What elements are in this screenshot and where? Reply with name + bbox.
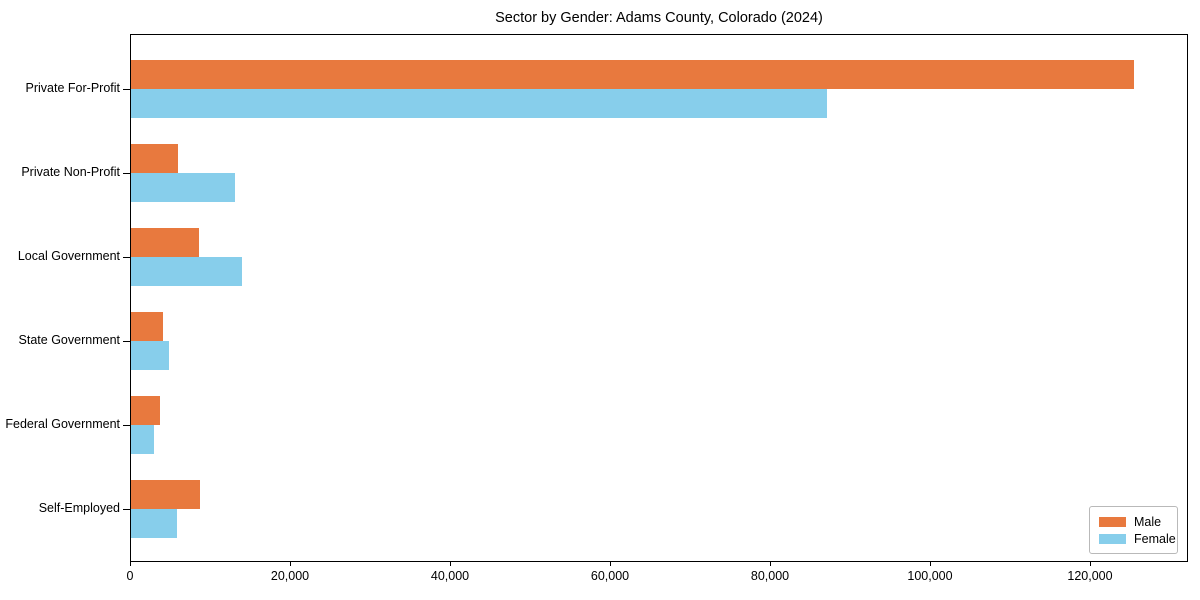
bar-male-6 <box>131 480 200 509</box>
x-tick-label: 0 <box>126 569 134 583</box>
legend-swatch-male <box>1099 516 1126 527</box>
y-tick-label: Federal Government <box>5 417 120 431</box>
y-tick-mark <box>123 173 130 174</box>
x-tick-label: 120,000 <box>1067 569 1113 583</box>
x-tick-label: 60,000 <box>590 569 630 583</box>
bar-female-6 <box>131 509 178 538</box>
bar-male-4 <box>131 312 163 341</box>
legend-swatch-female <box>1099 533 1126 544</box>
y-tick-mark <box>123 509 130 510</box>
x-tick-mark <box>450 561 451 566</box>
bar-male-1 <box>131 60 1134 89</box>
x-tick-mark <box>290 561 291 566</box>
legend-label: Female <box>1134 531 1176 546</box>
legend-item-male: Male <box>1099 513 1168 530</box>
x-tick-label: 100,000 <box>907 569 953 583</box>
plot-area <box>123 34 1188 562</box>
chart-title: Sector by Gender: Adams County, Colorado… <box>495 10 823 26</box>
bar-male-5 <box>131 396 160 425</box>
legend-label: Male <box>1134 514 1162 529</box>
y-tick-label: Local Government <box>17 249 120 263</box>
x-tick-mark <box>130 561 131 566</box>
y-tick-label: State Government <box>18 333 120 347</box>
bar-female-1 <box>131 89 828 118</box>
y-tick-label: Private Non-Profit <box>21 165 120 179</box>
legend: Male Female <box>1089 506 1178 554</box>
y-tick-mark <box>123 89 130 90</box>
bar-female-5 <box>131 425 155 454</box>
y-tick-mark <box>123 257 130 258</box>
x-tick-mark <box>930 561 931 566</box>
x-tick-mark <box>1090 561 1091 566</box>
bar-female-4 <box>131 341 169 370</box>
y-tick-label: Self-Employed <box>38 501 120 515</box>
bar-female-3 <box>131 257 242 286</box>
bar-male-2 <box>131 144 179 173</box>
x-tick-label: 80,000 <box>750 569 790 583</box>
x-tick-label: 20,000 <box>270 569 310 583</box>
y-tick-mark <box>123 341 130 342</box>
bar-male-3 <box>131 228 199 257</box>
y-tick-label: Private For-Profit <box>25 81 120 95</box>
y-tick-mark <box>123 425 130 426</box>
x-tick-mark <box>610 561 611 566</box>
bar-female-2 <box>131 173 235 202</box>
x-tick-label: 40,000 <box>430 569 470 583</box>
legend-item-female: Female <box>1099 530 1176 547</box>
x-tick-mark <box>770 561 771 566</box>
